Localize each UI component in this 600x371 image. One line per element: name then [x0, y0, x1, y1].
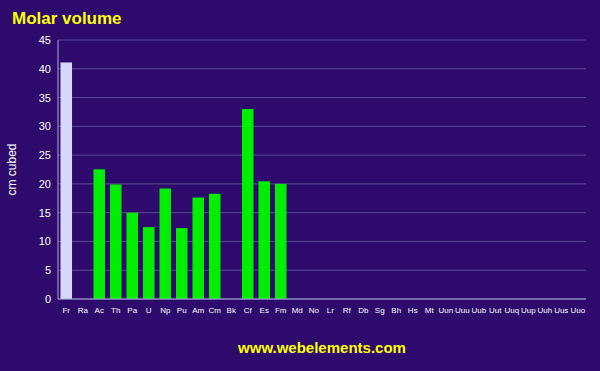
grid-line [58, 183, 586, 184]
x-tick-label: Uuo [570, 306, 585, 315]
bar [258, 181, 270, 299]
x-tick-label: Uub [471, 306, 486, 315]
x-tick-label: Pa [127, 306, 137, 315]
x-axis-line [58, 299, 586, 300]
x-tick-label: Es [260, 306, 269, 315]
x-tick-label: Ra [78, 306, 89, 315]
x-tick-label: Uuq [504, 306, 519, 315]
grid-line [58, 299, 586, 300]
x-tick-label: Uup [521, 306, 536, 315]
bar [110, 184, 122, 299]
x-tick-label: Bh [391, 306, 401, 315]
grid-line [58, 68, 586, 69]
grid-line [58, 155, 586, 156]
x-tick-label: Bk [227, 306, 237, 315]
x-tick-label: Uut [489, 306, 502, 315]
chart-svg: Molar volume 0 5 10 15 20 25 30 35 40 45 cm cubed Fr… [0, 0, 600, 371]
x-tick-label: Sg [375, 306, 385, 315]
bar [143, 227, 155, 299]
x-tick-label: Fr [62, 306, 70, 315]
x-tick-label: Uun [438, 306, 453, 315]
y-tick-label: 30 [39, 120, 51, 132]
y-axis-line [58, 40, 59, 299]
x-tick-label: Hs [408, 306, 418, 315]
bars [60, 62, 286, 299]
annotation: www.webelements.com [237, 339, 406, 356]
bar [93, 169, 105, 299]
bar [126, 213, 138, 299]
bar [209, 194, 221, 299]
x-tick-label: U [146, 306, 152, 315]
bar [242, 109, 254, 299]
x-tick-label: Pu [177, 306, 187, 315]
x-tick-label: Mt [425, 306, 435, 315]
x-tick-label: Th [111, 306, 120, 315]
y-tick-label: 5 [45, 264, 51, 276]
x-tick-label: Am [192, 306, 204, 315]
bar [159, 188, 171, 299]
y-tick-label: 45 [39, 34, 51, 46]
x-tick-label: Np [160, 306, 171, 315]
y-tick-label: 15 [39, 207, 51, 219]
x-tick-label: Uus [554, 306, 568, 315]
bar [192, 198, 204, 299]
chart-container: Molar volume 0 5 10 15 20 25 30 35 40 45 cm cubed Fr… [0, 0, 600, 371]
y-tick-label: 0 [45, 293, 51, 305]
x-tick-label: Uuh [537, 306, 552, 315]
grid-line [58, 126, 586, 127]
x-tick-label: Lr [327, 306, 334, 315]
x-tick-label: No [309, 306, 320, 315]
bar [176, 228, 188, 299]
x-tick-label: Db [358, 306, 369, 315]
y-tick-label: 25 [39, 149, 51, 161]
x-tick-label: Fm [275, 306, 287, 315]
x-tick-label: Uuu [455, 306, 470, 315]
x-tick-label: Rf [343, 306, 352, 315]
grid [58, 40, 586, 299]
y-tick-label: 10 [39, 235, 51, 247]
y-axis-label: cm cubed [5, 143, 19, 195]
x-tick-label: Cf [244, 306, 253, 315]
bar [60, 62, 72, 299]
y-tick-label: 20 [39, 178, 51, 190]
x-tick-label: Ac [95, 306, 104, 315]
bar [275, 184, 287, 299]
title: Molar volume [12, 9, 122, 28]
y-tick-label: 35 [39, 92, 51, 104]
grid-line [58, 40, 586, 41]
grid-line [58, 97, 586, 98]
x-tick-label: Cm [209, 306, 222, 315]
y-tick-label: 40 [39, 63, 51, 75]
x-tick-label: Md [292, 306, 303, 315]
